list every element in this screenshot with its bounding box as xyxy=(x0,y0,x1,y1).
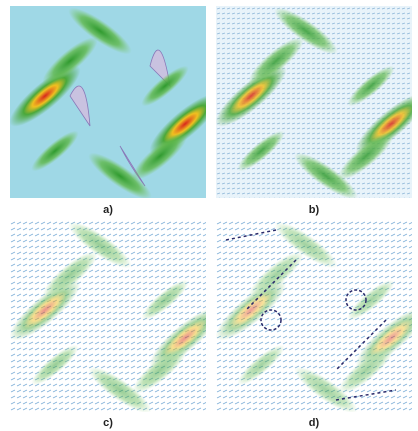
panel-label: d) xyxy=(309,417,320,429)
panel-d xyxy=(208,215,418,420)
panel-label: a) xyxy=(103,204,113,216)
panel-a xyxy=(2,1,228,206)
panel-c xyxy=(2,215,228,420)
figure: a) b) c) d) xyxy=(0,0,418,431)
panel-label: c) xyxy=(103,417,113,429)
panel-b xyxy=(208,1,418,206)
panel-label: b) xyxy=(309,204,320,216)
